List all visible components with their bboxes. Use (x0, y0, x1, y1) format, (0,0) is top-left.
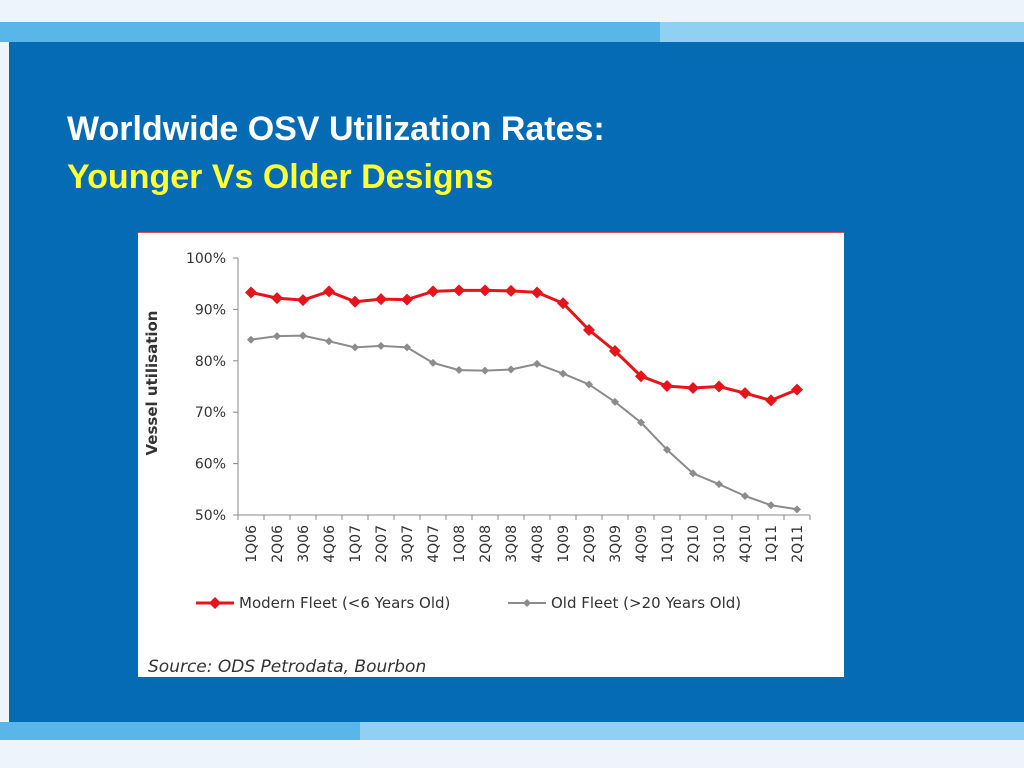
y-axis-label: Vessel utilisation (143, 311, 161, 456)
chart-container: 50% 60% 70% 80% 90% 100% 1Q06 2Q06 3Q06 4Q06 1Q07… (138, 232, 844, 677)
old-fleet-point (455, 366, 463, 375)
y-tick-label: 90% (195, 302, 226, 318)
x-tick-label: 1Q08 (452, 525, 468, 563)
old-fleet-point (767, 501, 775, 510)
modern-fleet-point (635, 370, 647, 383)
old-fleet-point (689, 469, 697, 478)
legend-marker (523, 599, 531, 607)
modern-fleet-point (271, 292, 283, 305)
modern-fleet-point (661, 379, 673, 392)
y-tick-label: 80% (195, 354, 226, 370)
modern-fleet-point (505, 284, 517, 297)
modern-fleet-point (427, 285, 439, 298)
y-tick-label: 100% (186, 251, 226, 267)
modern-fleet-point (479, 284, 491, 297)
old-fleet-point (559, 369, 567, 378)
old-fleet-point (637, 418, 645, 427)
x-tick-label: 4Q08 (530, 525, 546, 563)
x-tick-label: 2Q07 (374, 525, 390, 563)
old-fleet-point (507, 365, 515, 374)
y-tick-label: 60% (195, 457, 226, 473)
old-fleet-point (377, 341, 385, 350)
old-fleet-point (481, 366, 489, 375)
modern-fleet-point (739, 387, 751, 400)
y-tick-label: 50% (195, 508, 226, 524)
old-fleet-point (715, 480, 723, 489)
old-fleet-point (611, 397, 619, 406)
x-tick-label: 3Q07 (400, 525, 416, 563)
old-fleet-point (403, 343, 411, 352)
y-tick-label: 70% (195, 405, 226, 421)
modern-fleet-point (583, 323, 595, 336)
modern-fleet-point (609, 345, 621, 358)
source-note: Source: ODS Petrodata, Bourbon (148, 657, 426, 677)
modern-fleet-point (297, 294, 309, 307)
x-tick-label: 1Q10 (660, 525, 676, 563)
bottom-decor-bar-accent (360, 722, 1024, 740)
old-fleet-point (741, 491, 749, 500)
modern-fleet-point (531, 286, 543, 299)
legend: Modern Fleet (<6 Years Old) Old Fleet (>2… (196, 594, 741, 612)
x-tick-label: 4Q10 (738, 525, 754, 563)
old-fleet-point (429, 358, 437, 367)
y-axis: 50% 60% 70% 80% 90% 100% (186, 251, 239, 524)
line-chart: 50% 60% 70% 80% 90% 100% 1Q06 2Q06 3Q06 4Q06 1Q07… (143, 251, 811, 677)
slide-title: Worldwide OSV Utilization Rates: (67, 110, 605, 148)
modern-fleet-point (323, 285, 335, 298)
legend-marker (209, 597, 221, 609)
modern-fleet-point (791, 383, 803, 396)
modern-fleet-point (375, 293, 387, 306)
x-tick-label: 1Q07 (348, 525, 364, 563)
x-tick-label: 2Q06 (270, 525, 286, 563)
old-fleet-point (247, 335, 255, 344)
old-fleet-line (250, 334, 798, 511)
modern-fleet-point (453, 284, 465, 297)
x-tick-label: 3Q06 (296, 525, 312, 563)
modern-fleet-line (250, 288, 798, 402)
x-tick-label: 4Q07 (426, 525, 442, 563)
slide-subtitle: Younger Vs Older Designs (67, 158, 494, 196)
x-tick-label: 1Q06 (244, 525, 260, 563)
x-tick-label: 2Q09 (582, 525, 598, 563)
legend-label: Modern Fleet (<6 Years Old) (239, 594, 450, 612)
x-tick-label: 3Q10 (712, 525, 728, 563)
x-tick-label: 3Q08 (504, 525, 520, 563)
top-decor-bar-accent (660, 22, 1024, 42)
series-layer (245, 284, 803, 514)
modern-fleet-point (349, 295, 361, 308)
x-tick-label: 4Q09 (634, 525, 650, 563)
old-fleet-point (273, 332, 281, 341)
modern-fleet-point (765, 394, 777, 407)
modern-fleet-point (401, 293, 413, 306)
x-tick-label: 2Q08 (478, 525, 494, 563)
old-fleet-point (533, 359, 541, 368)
modern-fleet-point (687, 382, 699, 395)
x-tick-label: 1Q11 (764, 525, 780, 563)
old-fleet-point (351, 343, 359, 352)
old-fleet-point (585, 380, 593, 389)
x-tick-label: 2Q10 (686, 525, 702, 563)
old-fleet-point (299, 331, 307, 340)
x-tick-label: 4Q06 (322, 525, 338, 563)
modern-fleet-point (713, 380, 725, 393)
x-axis: 1Q06 2Q06 3Q06 4Q06 1Q07 2Q07 3Q07 4Q07 1Q08 2Q08… (237, 514, 811, 563)
old-fleet-point (663, 445, 671, 454)
x-tick-label: 1Q09 (556, 525, 572, 563)
old-fleet-point (325, 337, 333, 346)
x-tick-label: 2Q11 (790, 525, 806, 563)
modern-fleet-point (557, 297, 569, 310)
modern-fleet-point (245, 286, 257, 299)
legend-label: Old Fleet (>20 Years Old) (551, 594, 741, 612)
x-tick-label: 3Q09 (608, 525, 624, 563)
old-fleet-point (793, 505, 801, 514)
